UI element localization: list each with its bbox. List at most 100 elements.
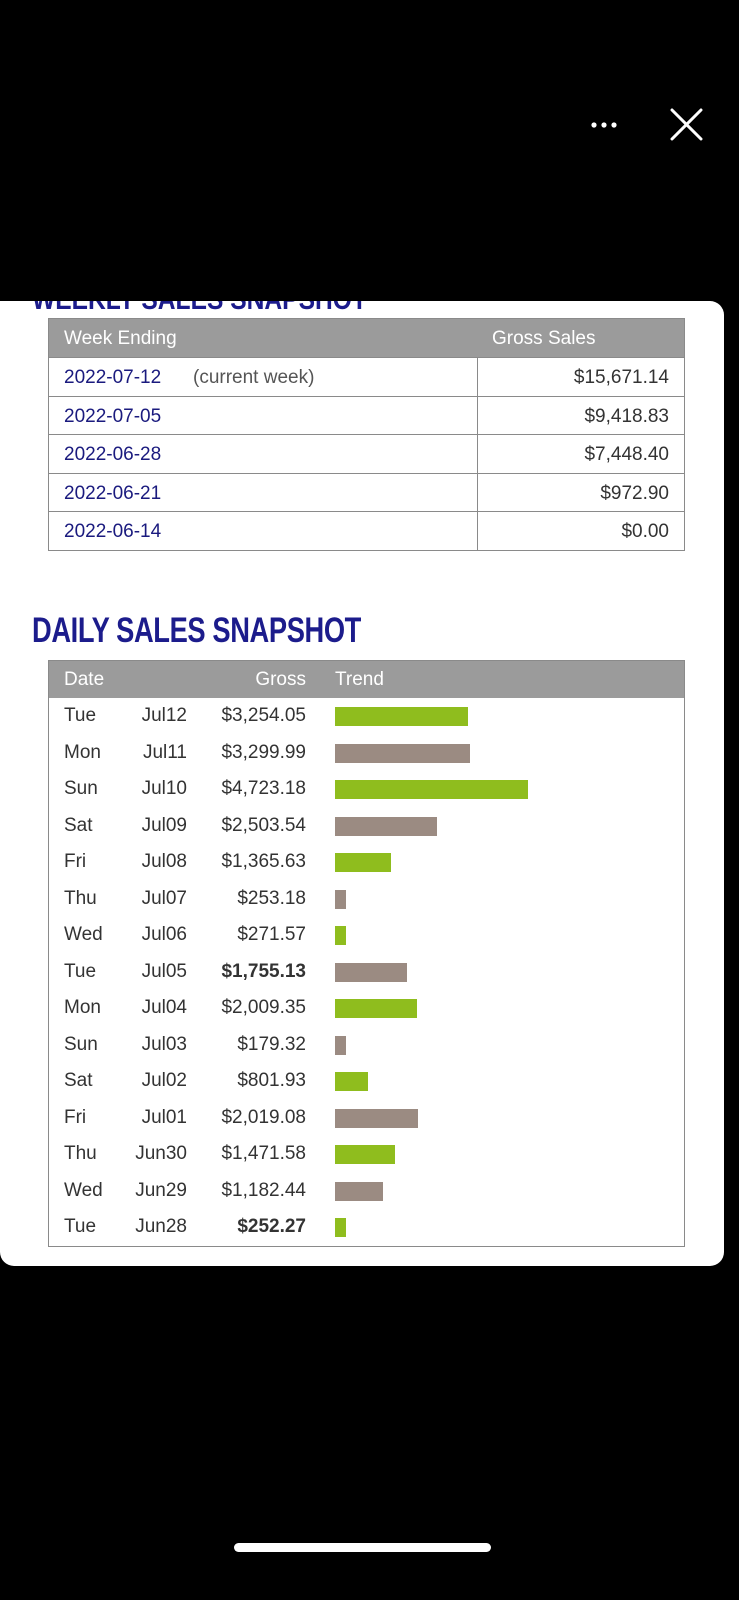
report-card: WEEKLY SALES SNAPSHOT Week Ending Gross … — [0, 301, 724, 1266]
header-cell: Date — [64, 669, 105, 690]
gross: $2,009.35 — [221, 997, 306, 1018]
daily-title: DAILY SALES SNAPSHOT — [32, 611, 361, 650]
daily-row: Thu Jun30 $1,471.58 — [49, 1136, 684, 1173]
weekly-table: Week Ending Gross Sales 2022-07-12 (curre… — [48, 318, 685, 551]
day: Wed — [64, 1179, 103, 1201]
more-button[interactable] — [591, 122, 617, 128]
daily-row: Wed Jun29 $1,182.44 — [49, 1173, 684, 1210]
gross: $1,471.58 — [221, 1143, 306, 1164]
weekly-header: Week Ending Gross Sales — [49, 319, 684, 357]
daily-row: Thu Jul07 $253.18 — [49, 881, 684, 918]
gross-sales: $972.90 — [600, 482, 669, 504]
week-note: (current week) — [193, 367, 315, 388]
header-cell: Gross Sales — [492, 328, 596, 349]
trend-bar — [335, 743, 470, 763]
weekly-row: 2022-07-12 (current week) $15,671.14 — [49, 357, 684, 396]
daily-table: Date Gross Trend Tue Jul12 $3,254.05 Mon Jul… — [48, 660, 685, 1247]
day: Mon — [64, 741, 101, 763]
week-ending: 2022-06-21 — [64, 482, 162, 504]
date: Jul10 — [141, 778, 187, 799]
weekly-row: 2022-06-28 $7,448.40 — [49, 434, 684, 473]
gross: $3,254.05 — [221, 705, 306, 726]
gross: $271.57 — [237, 924, 306, 945]
header-cell: Trend — [335, 669, 384, 690]
daily-row: Fri Jul01 $2,019.08 — [49, 1100, 684, 1137]
date: Jul11 — [142, 741, 187, 763]
trend-bar — [335, 1181, 384, 1201]
gross: $3,299.99 — [221, 741, 306, 763]
date: Jul02 — [141, 1070, 187, 1091]
daily-row: Tue Jun28 $252.27 — [49, 1209, 684, 1246]
day: Tue — [64, 705, 97, 726]
day: Thu — [64, 1143, 97, 1164]
header-cell: Week Ending — [64, 328, 177, 349]
home-indicator — [234, 1543, 491, 1552]
gross: $1,365.63 — [221, 851, 306, 872]
trend-bar — [335, 1218, 346, 1237]
date: Jul06 — [141, 924, 187, 945]
trend-bar — [335, 889, 346, 909]
gross-sales: $9,418.83 — [584, 405, 669, 427]
daily-row: Sun Jul10 $4,723.18 — [49, 771, 684, 808]
gross-sales: $0.00 — [621, 521, 669, 542]
trend-bar — [335, 926, 347, 945]
trend-bar — [335, 853, 391, 872]
date: Jul03 — [141, 1033, 187, 1055]
day: Sun — [64, 1033, 98, 1055]
daily-row: Tue Jul05 $1,755.13 — [49, 954, 684, 991]
close-button[interactable] — [670, 108, 703, 141]
daily-row: Sat Jul02 $801.93 — [49, 1063, 684, 1100]
column-divider — [477, 358, 478, 396]
gross: $2,503.54 — [221, 814, 306, 836]
daily-row: Mon Jul11 $3,299.99 — [49, 735, 684, 772]
daily-row: Sun Jul03 $179.32 — [49, 1027, 684, 1064]
trend-bar — [335, 1072, 368, 1091]
day: Tue — [64, 1216, 97, 1237]
day: Sat — [64, 1070, 93, 1091]
day: Mon — [64, 997, 101, 1018]
date: Jul12 — [141, 705, 187, 726]
date: Jul07 — [141, 887, 187, 909]
day: Wed — [64, 924, 103, 945]
day: Fri — [64, 851, 87, 872]
gross-sales: $7,448.40 — [584, 444, 669, 465]
gross: $252.27 — [237, 1216, 306, 1237]
daily-header: Date Gross Trend — [49, 661, 684, 698]
week-ending: 2022-06-28 — [64, 444, 162, 465]
trend-bar — [335, 780, 528, 799]
trend-bar — [335, 707, 468, 726]
trend-bar — [335, 1108, 418, 1128]
date: Jul09 — [141, 814, 187, 836]
column-divider — [477, 512, 478, 550]
date: Jul04 — [141, 997, 187, 1018]
date: Jul08 — [141, 851, 187, 872]
weekly-title: WEEKLY SALES SNAPSHOT — [32, 301, 367, 317]
day: Tue — [64, 960, 97, 982]
week-ending: 2022-07-05 — [64, 405, 162, 427]
daily-row: Mon Jul04 $2,009.35 — [49, 990, 684, 1027]
trend-bar — [335, 999, 418, 1018]
gross: $179.32 — [237, 1033, 306, 1055]
trend-bar — [335, 1145, 396, 1164]
daily-row: Fri Jul08 $1,365.63 — [49, 844, 684, 881]
trend-bar — [335, 1035, 346, 1055]
gross: $2,019.08 — [221, 1106, 306, 1128]
weekly-row: 2022-06-21 $972.90 — [49, 472, 684, 511]
gross: $253.18 — [237, 887, 306, 909]
daily-row: Tue Jul12 $3,254.05 — [49, 698, 684, 735]
date: Jul01 — [141, 1106, 187, 1128]
day: Thu — [64, 887, 97, 909]
date: Jun30 — [135, 1143, 187, 1164]
column-divider — [477, 396, 478, 434]
gross: $1,182.44 — [221, 1179, 306, 1201]
week-ending: 2022-06-14 — [64, 521, 162, 542]
header-cell: Gross — [255, 669, 306, 690]
date: Jul05 — [141, 960, 187, 982]
day: Sat — [64, 814, 93, 836]
trend-bar — [335, 816, 438, 836]
top-bar — [591, 108, 703, 141]
column-divider — [477, 435, 478, 473]
gross: $801.93 — [237, 1070, 306, 1091]
trend-bar — [335, 962, 407, 982]
